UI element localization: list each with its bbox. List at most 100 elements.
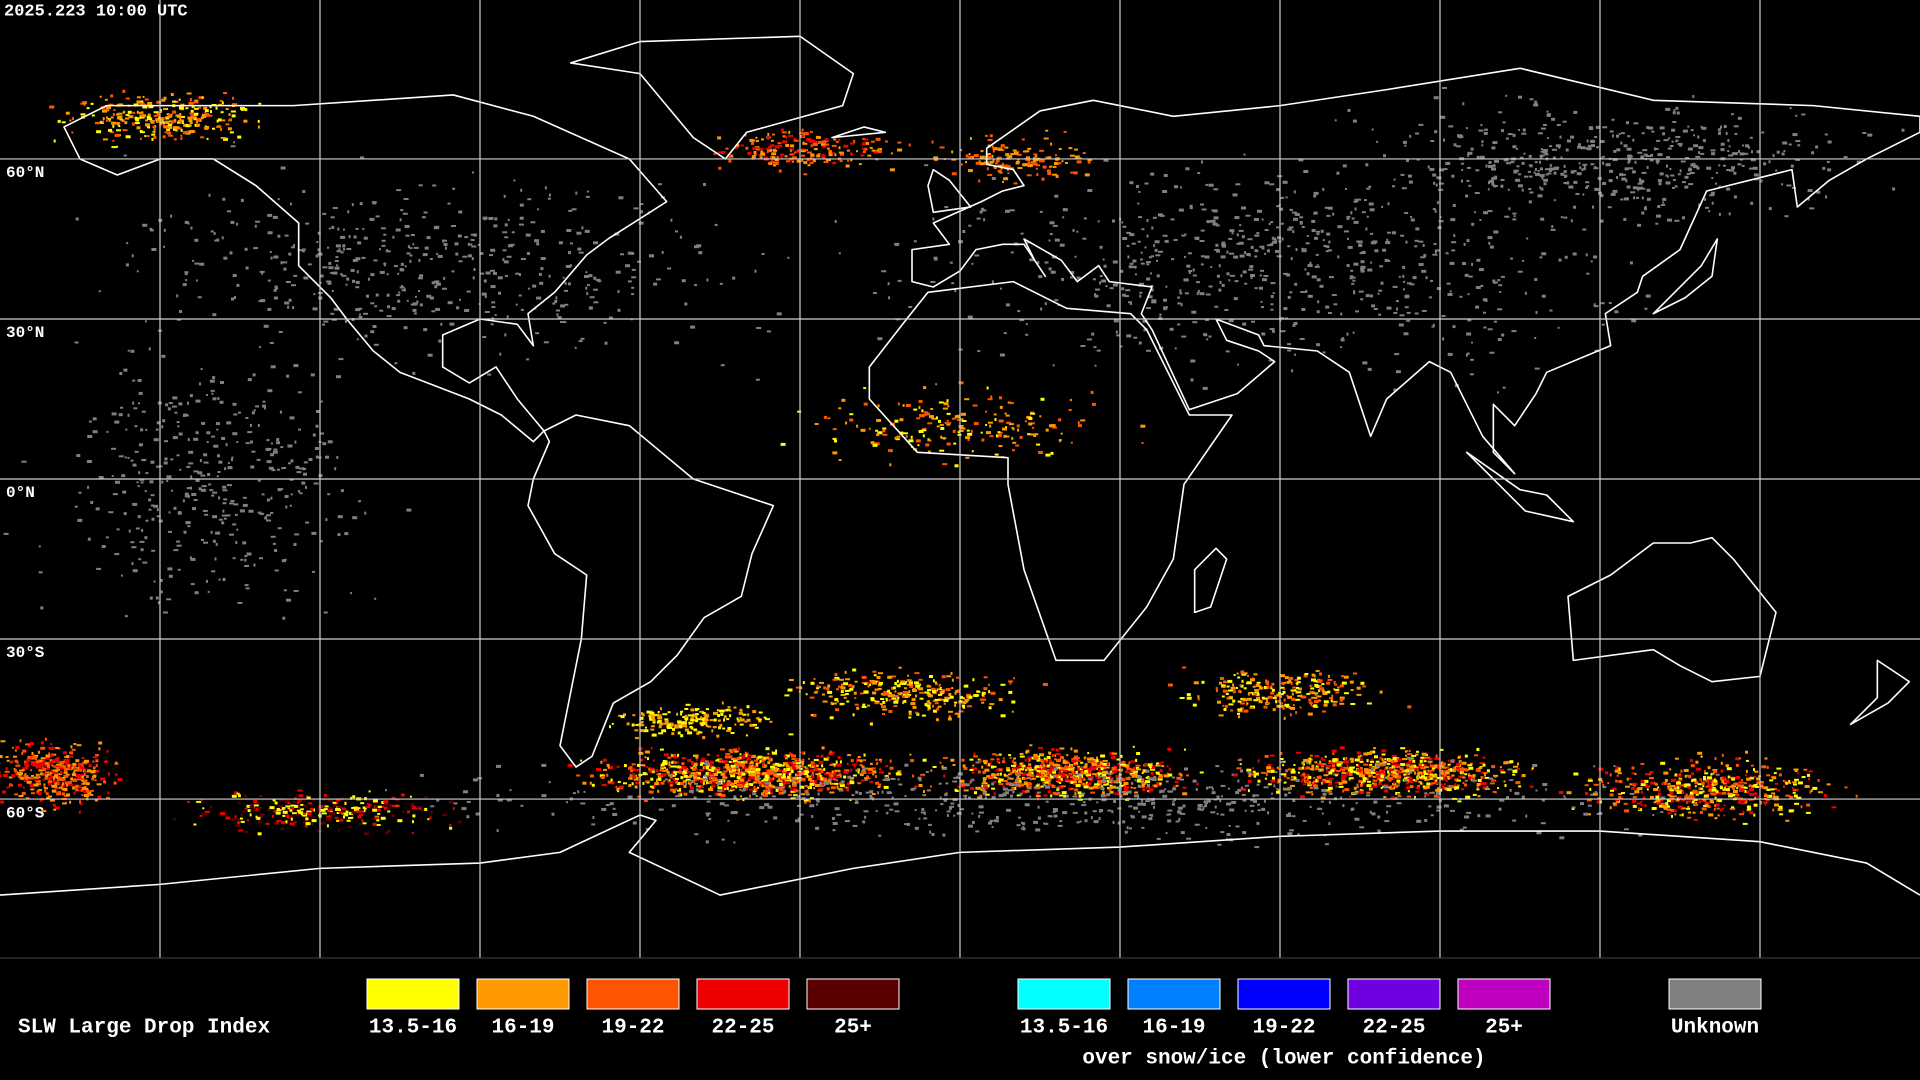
- cloud-pixel: [71, 748, 76, 751]
- cloud-pixel: [838, 146, 841, 150]
- cloud-pixel: [1702, 790, 1705, 793]
- cloud-pixel: [869, 762, 873, 765]
- cloud-pixel: [768, 756, 772, 760]
- cloud-pixel: [370, 330, 375, 334]
- cloud-pixel: [1048, 759, 1052, 762]
- cloud-pixel: [1331, 767, 1336, 770]
- cloud-pixel: [297, 809, 301, 813]
- cloud-pixel: [1685, 793, 1688, 796]
- cloud-pixel: [1701, 807, 1707, 811]
- cloud-pixel: [1201, 680, 1205, 684]
- cloud-pixel: [1041, 773, 1044, 777]
- cloud-pixel: [1785, 794, 1791, 797]
- cloud-pixel: [878, 681, 883, 685]
- cloud-pixel: [162, 108, 167, 111]
- cloud-pixel: [77, 763, 83, 766]
- cloud-pixel: [1470, 778, 1473, 782]
- cloud-pixel: [15, 773, 19, 776]
- cloud-pixel: [767, 761, 771, 765]
- cloud-pixel: [1100, 762, 1105, 766]
- cloud-pixel: [992, 147, 998, 151]
- cloud-pixel: [861, 764, 864, 768]
- cloud-pixel: [872, 670, 877, 673]
- cloud-pixel: [1359, 760, 1364, 763]
- cloud-pixel: [1483, 782, 1487, 785]
- cloud-pixel: [1148, 766, 1152, 769]
- cloud-pixel: [1461, 772, 1464, 775]
- cloud-pixel: [1321, 710, 1326, 713]
- cloud-pixel: [1095, 785, 1099, 789]
- cloud-pixel: [902, 701, 905, 705]
- cloud-pixel: [908, 681, 913, 685]
- cloud-pixel: [1368, 787, 1373, 791]
- cloud-pixel: [685, 703, 691, 706]
- cloud-pixel: [1414, 771, 1417, 775]
- cloud-pixel: [677, 766, 682, 769]
- cloud-pixel: [73, 771, 76, 775]
- cloud-pixel: [1327, 786, 1333, 790]
- cloud-pixel: [728, 760, 732, 763]
- cloud-pixel: [54, 806, 60, 810]
- cloud-pixel: [863, 690, 869, 694]
- cloud-pixel: [1667, 782, 1671, 785]
- cloud-pixel: [808, 777, 813, 781]
- cloud-pixel: [580, 759, 583, 762]
- cloud-pixel: [754, 777, 758, 781]
- cloud-pixel: [707, 773, 711, 776]
- cloud-pixel: [876, 680, 880, 683]
- cloud-pixel: [170, 113, 173, 117]
- cloud-pixel: [1793, 794, 1798, 798]
- cloud-pixel: [304, 804, 308, 808]
- cloud-pixel: [924, 691, 930, 694]
- cloud-pixel: [454, 242, 459, 246]
- cloud-pixel: [11, 760, 14, 764]
- cloud-pixel: [1431, 775, 1434, 777]
- cloud-pixel: [1703, 804, 1709, 807]
- cloud-pixel: [823, 161, 829, 163]
- cloud-pixel: [1242, 788, 1246, 792]
- cloud-pixel: [1410, 785, 1414, 788]
- cloud-pixel: [387, 829, 391, 833]
- cloud-pixel: [684, 708, 689, 710]
- cloud-pixel: [1437, 766, 1440, 770]
- cloud-pixel: [305, 817, 309, 821]
- cloud-pixel: [1308, 775, 1312, 779]
- cloud-pixel: [1080, 770, 1085, 774]
- cloud-pixel: [804, 774, 807, 778]
- cloud-pixel: [1066, 754, 1069, 757]
- cloud-pixel: [916, 712, 920, 716]
- cloud-pixel: [76, 774, 81, 777]
- cloud-pixel: [167, 114, 171, 117]
- cloud-pixel: [833, 773, 837, 777]
- cloud-pixel: [692, 762, 698, 766]
- cloud-pixel: [698, 731, 703, 734]
- cloud-pixel: [866, 775, 870, 779]
- cloud-pixel: [1008, 167, 1014, 170]
- cloud-pixel: [753, 153, 757, 156]
- cloud-pixel: [53, 769, 59, 773]
- cloud-pixel: [118, 115, 123, 118]
- cloud-pixel: [449, 826, 453, 830]
- cloud-pixel: [823, 686, 827, 690]
- cloud-pixel: [363, 832, 369, 836]
- cloud-pixel: [249, 805, 253, 808]
- cloud-pixel: [1707, 766, 1711, 770]
- cloud-pixel: [48, 795, 52, 798]
- cloud-pixel: [1421, 772, 1426, 775]
- cloud-pixel: [764, 718, 770, 721]
- cloud-pixel: [118, 125, 121, 127]
- cloud-pixel: [843, 770, 846, 774]
- cloud-pixel: [237, 821, 240, 825]
- cloud-pixel: [1690, 764, 1695, 768]
- cloud-pixel: [1455, 763, 1460, 767]
- cloud-pixel: [1416, 775, 1419, 779]
- cloud-pixel: [244, 794, 248, 798]
- cloud-pixel: [1409, 776, 1412, 779]
- cloud-pixel: [1052, 165, 1057, 168]
- cloud-pixel: [91, 793, 94, 796]
- cloud-pixel: [1655, 795, 1660, 799]
- cloud-pixel: [1631, 787, 1635, 790]
- cloud-pixel: [77, 778, 83, 781]
- cloud-pixel: [615, 785, 618, 788]
- cloud-pixel: [1100, 754, 1106, 758]
